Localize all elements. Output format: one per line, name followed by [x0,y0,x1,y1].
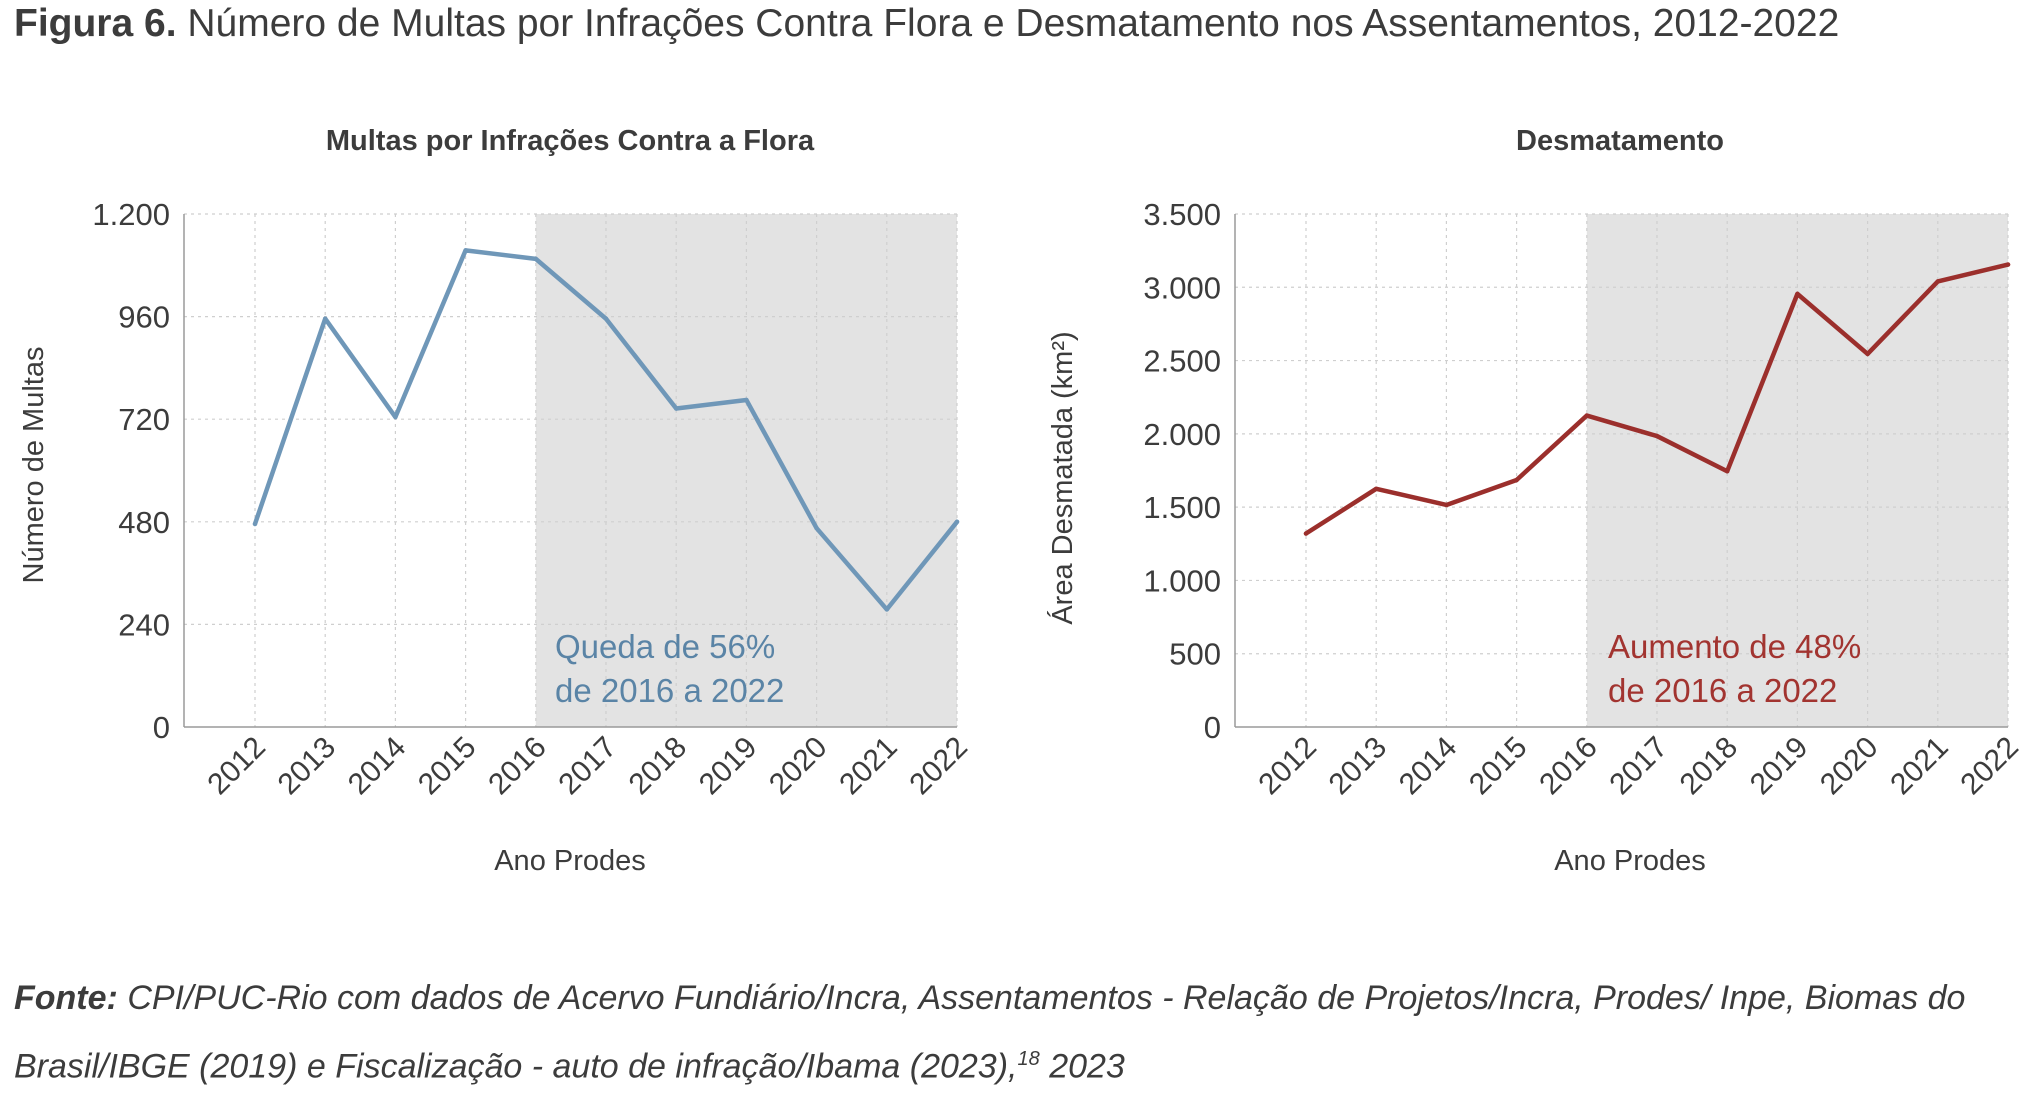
chart-deforestation-x-axis-label: Ano Prodes [1554,845,1706,877]
chart-fines-annotation-line-1: Queda de 56% [555,628,775,665]
chart-fines-data-point [323,316,328,321]
chart-fines-data-point [954,519,960,524]
chart-deforestation-data-point [1865,351,1870,357]
chart-fines-x-tick-label: 2018 [623,731,694,802]
chart-deforestation-data-point [1654,433,1660,439]
chart-deforestation-data-point [1795,291,1800,297]
chart-fines-x-tick-label: 2017 [552,731,623,802]
figure-title: Figura 6. Número de Multas por Infrações… [14,2,1839,46]
chart-fines-y-tick-label: 480 [118,505,170,540]
chart-fines-x-tick-label: 2020 [763,731,834,802]
chart-fines-y-tick-label: 960 [118,300,170,335]
chart-fines-x-tick-label: 2019 [693,731,764,802]
chart-deforestation-data-point [1584,413,1590,418]
chart-fines-annotation-line-2: de 2016 a 2022 [555,672,784,709]
chart-deforestation-annotation-line-1: Aumento de 48% [1608,628,1861,665]
chart-fines-y-axis-label: Número de Multas [18,347,50,584]
chart-deforestation-x-tick-label: 2021 [1884,731,1955,802]
chart-fines-data-point [533,256,538,262]
chart-fines-title: Multas por Infrações Contra a Flora [326,125,815,157]
source-text: CPI/PUC-Rio com dados de Acervo Fundiári… [14,979,1966,1086]
chart-deforestation-data-point [2005,262,2011,267]
chart-deforestation-x-tick-label: 2020 [1814,731,1885,802]
chart-deforestation-x-tick-label: 2012 [1252,731,1323,802]
chart-deforestation-data-point [1303,531,1309,536]
chart-deforestation-y-tick-label: 3.500 [1143,197,1221,232]
chart-deforestation-data-point [1935,279,1941,284]
chart-deforestation-y-tick-label: 1.500 [1143,490,1221,525]
chart-fines-data-point [814,526,819,531]
chart-deforestation-y-axis-label: Área Desmatada (km²) [1046,331,1079,624]
chart-fines-x-tick-label: 2012 [201,731,272,802]
chart-deforestation-y-tick-label: 500 [1169,637,1221,672]
chart-fines-x-tick-label: 2013 [272,731,343,802]
chart-deforestation: Desmatamento Área Desmatada (km²) Ano Pr… [1046,125,2025,877]
source-footnote: 18 [1017,1048,1040,1070]
chart-deforestation-x-tick-label: 2014 [1393,731,1464,802]
chart-fines-data-point [674,406,679,411]
chart-fines-data-point [393,414,398,420]
chart-fines-x-tick-label: 2021 [833,731,904,802]
chart-deforestation-x-tick-label: 2017 [1603,731,1674,802]
figure-label: Figura 6. [14,2,177,45]
chart-deforestation-x-tick-label: 2016 [1533,731,1604,802]
charts-canvas: Multas por Infrações Contra a Flora Núme… [18,125,2025,877]
chart-fines-x-tick-label: 2014 [342,731,413,802]
chart-fines-y-tick-label: 240 [118,607,170,642]
chart-fines-data-point [884,607,889,612]
chart-deforestation-y-tick-label: 3.000 [1143,270,1221,305]
chart-fines-x-tick-label: 2016 [482,731,553,802]
chart-fines-y-tick-label: 720 [118,402,170,437]
chart-fines-annotation: Queda de 56% de 2016 a 2022 [555,628,784,709]
chart-deforestation-y-tick-label: 2.500 [1143,344,1221,379]
chart-fines-data-point [463,248,468,253]
chart-deforestation-title: Desmatamento [1516,125,1724,157]
chart-fines-x-tick-label: 2022 [903,731,974,802]
chart-fines-data-point [603,316,609,321]
chart-deforestation-x-tick-label: 2015 [1463,731,1534,802]
chart-deforestation-y-tick-label: 1.000 [1143,563,1221,598]
source-year: 2023 [1049,1047,1125,1086]
chart-fines-y-tick-label: 1.200 [92,197,170,232]
chart-deforestation-y-tick-label: 0 [1204,710,1221,745]
chart-deforestation-annotation: Aumento de 48% de 2016 a 2022 [1608,628,1870,709]
chart-fines: Multas por Infrações Contra a Flora Núme… [18,125,974,877]
chart-deforestation-data-point [1514,477,1519,483]
chart-fines-y-tick-label: 0 [153,710,170,745]
chart-deforestation-annotation-line-2: de 2016 a 2022 [1608,672,1837,709]
chart-fines-data-point [744,397,749,403]
chart-deforestation-y-tick-label: 2.000 [1143,417,1221,452]
chart-fines-data-point [252,521,258,527]
chart-fines-x-axis-label: Ano Prodes [494,845,646,877]
chart-deforestation-x-tick-label: 2019 [1744,731,1815,802]
chart-deforestation-data-point [1725,469,1730,474]
chart-deforestation-data-point [1444,502,1449,508]
figure-title-text: Número de Multas por Infrações Contra Fl… [187,2,1840,45]
chart-deforestation-x-tick-label: 2022 [1954,731,2025,802]
chart-fines-x-tick-label: 2015 [412,731,483,802]
chart-deforestation-x-tick-label: 2013 [1323,731,1394,802]
source-label: Fonte: [14,979,118,1017]
chart-deforestation-data-point [1374,486,1379,492]
chart-deforestation-x-tick-label: 2018 [1674,731,1745,802]
source-note: Fonte: CPI/PUC-Rio com dados de Acervo F… [14,968,2019,1097]
